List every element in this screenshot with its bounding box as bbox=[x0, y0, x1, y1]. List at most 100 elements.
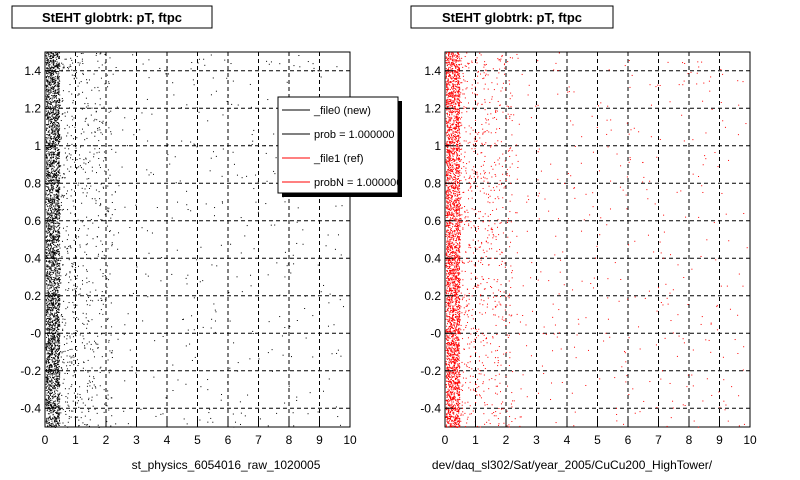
data-point bbox=[296, 242, 298, 244]
data-point bbox=[58, 162, 60, 164]
data-point bbox=[50, 106, 52, 108]
data-point bbox=[47, 321, 49, 323]
data-point bbox=[52, 286, 54, 288]
data-point bbox=[570, 120, 572, 122]
data-point bbox=[108, 81, 110, 83]
data-point bbox=[58, 181, 60, 183]
data-point bbox=[45, 398, 47, 400]
data-point bbox=[74, 288, 76, 290]
data-point bbox=[55, 282, 57, 284]
data-point bbox=[282, 354, 284, 356]
data-point bbox=[46, 88, 48, 90]
data-point bbox=[445, 361, 447, 363]
data-point bbox=[56, 101, 58, 103]
data-point bbox=[452, 166, 454, 168]
data-point bbox=[48, 89, 50, 91]
data-point bbox=[172, 390, 174, 392]
data-point bbox=[65, 308, 67, 310]
data-point bbox=[46, 100, 48, 102]
data-point bbox=[58, 382, 60, 384]
data-point bbox=[48, 83, 50, 85]
data-point bbox=[53, 238, 55, 240]
data-point bbox=[54, 148, 56, 150]
legend-label-file1: _file1 (ref) bbox=[313, 153, 364, 165]
data-point bbox=[70, 66, 72, 68]
data-point bbox=[51, 338, 53, 340]
data-point bbox=[47, 90, 49, 92]
data-point bbox=[50, 262, 52, 264]
data-point bbox=[45, 172, 47, 174]
data-point bbox=[244, 415, 246, 417]
data-point bbox=[55, 274, 57, 276]
data-point bbox=[52, 384, 54, 386]
data-point bbox=[475, 329, 477, 331]
data-point bbox=[58, 346, 60, 348]
data-point bbox=[560, 348, 562, 350]
data-point bbox=[48, 397, 50, 399]
data-point bbox=[48, 171, 50, 173]
data-point bbox=[55, 95, 57, 97]
data-point bbox=[52, 109, 54, 111]
data-point bbox=[55, 80, 57, 82]
data-point bbox=[53, 227, 55, 229]
data-point bbox=[66, 373, 68, 375]
data-point bbox=[85, 313, 87, 315]
data-point bbox=[53, 252, 55, 254]
data-point bbox=[453, 340, 455, 342]
data-point bbox=[53, 176, 55, 178]
data-point bbox=[58, 378, 60, 380]
data-point bbox=[59, 127, 61, 129]
data-point bbox=[57, 117, 59, 119]
data-point bbox=[50, 75, 52, 77]
data-point bbox=[47, 243, 49, 245]
data-point bbox=[68, 259, 70, 261]
data-point bbox=[52, 248, 54, 250]
data-point bbox=[57, 77, 59, 79]
data-point bbox=[67, 155, 69, 157]
data-point bbox=[302, 229, 304, 231]
data-point bbox=[45, 61, 47, 63]
data-point bbox=[103, 151, 105, 153]
data-point bbox=[59, 140, 61, 142]
data-point bbox=[49, 142, 51, 144]
data-point bbox=[49, 400, 51, 402]
data-point bbox=[46, 105, 48, 107]
data-point bbox=[60, 137, 62, 139]
data-point bbox=[447, 304, 449, 306]
data-point bbox=[48, 329, 50, 331]
data-point bbox=[507, 336, 509, 338]
data-point bbox=[52, 170, 54, 172]
data-point bbox=[98, 127, 100, 129]
data-point bbox=[49, 367, 51, 369]
data-point bbox=[53, 69, 55, 71]
data-point bbox=[57, 245, 59, 247]
data-point bbox=[50, 166, 52, 168]
data-point bbox=[491, 231, 493, 233]
data-point bbox=[52, 101, 54, 103]
data-point bbox=[48, 189, 50, 191]
data-point bbox=[448, 278, 450, 280]
data-point bbox=[103, 187, 105, 189]
data-point bbox=[58, 361, 60, 363]
data-point bbox=[53, 282, 55, 284]
data-point bbox=[55, 270, 57, 272]
data-point bbox=[85, 97, 87, 99]
data-point bbox=[50, 344, 52, 346]
data-point bbox=[230, 63, 232, 65]
data-point bbox=[46, 302, 48, 304]
data-point bbox=[60, 120, 62, 122]
data-point bbox=[83, 338, 85, 340]
data-point bbox=[45, 292, 47, 294]
data-point bbox=[57, 92, 59, 94]
data-point bbox=[50, 402, 52, 404]
data-point bbox=[46, 378, 48, 380]
data-point bbox=[50, 346, 52, 348]
data-point bbox=[58, 125, 60, 127]
data-point bbox=[46, 310, 48, 312]
data-point bbox=[53, 263, 55, 265]
data-point bbox=[445, 343, 447, 345]
data-point bbox=[54, 237, 56, 239]
data-point bbox=[49, 201, 51, 203]
data-point bbox=[53, 155, 55, 157]
data-point bbox=[91, 198, 93, 200]
